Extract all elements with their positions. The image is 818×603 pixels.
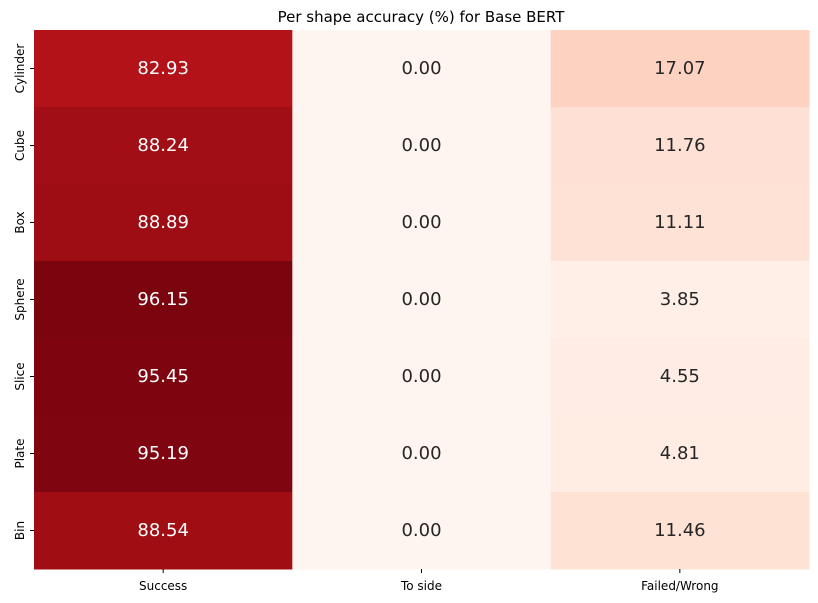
heatmap-cell-plate-1 [292, 415, 552, 493]
y-tick-label: Cube [13, 130, 27, 161]
cell-value-label: 88.89 [137, 212, 189, 233]
heatmap-cell-cube-1 [292, 107, 552, 185]
heatmap-cell-box-0 [34, 184, 293, 262]
cell-value-label: 82.93 [137, 58, 189, 79]
heatmap-cell-cylinder-0 [34, 30, 293, 108]
chart-title: Per shape accuracy (%) for Base BERT [278, 8, 566, 26]
cell-value-label: 0.00 [401, 443, 441, 464]
heatmap-cell-bin-1 [292, 492, 552, 570]
cell-value-label: 17.07 [654, 58, 706, 79]
cell-value-label: 0.00 [401, 520, 441, 541]
heatmap-cell-slice-1 [292, 338, 552, 416]
cell-value-label: 88.54 [137, 520, 189, 541]
x-axis: Success To side Failed/Wrong [139, 569, 719, 593]
x-tick-label: Success [139, 579, 187, 593]
y-tick-label: Cylinder [13, 44, 27, 94]
heatmap-cell-bin-2 [550, 492, 810, 570]
heatmap-cell-bin-0 [34, 492, 293, 570]
heatmap-cells [34, 30, 810, 570]
y-tick-label: Bin [13, 521, 27, 540]
x-tick-label: To side [400, 579, 442, 593]
cell-value-label: 3.85 [660, 289, 700, 310]
y-tick-label: Slice [13, 362, 27, 390]
cell-value-label: 0.00 [401, 58, 441, 79]
x-tick-label: Failed/Wrong [641, 579, 718, 593]
heatmap-cell-slice-0 [34, 338, 293, 416]
cell-value-label: 11.46 [654, 520, 706, 541]
cell-value-label: 0.00 [401, 135, 441, 156]
cell-value-label: 95.19 [137, 443, 189, 464]
heatmap-cell-box-1 [292, 184, 552, 262]
cell-value-label: 96.15 [137, 289, 189, 310]
heatmap-cell-box-2 [550, 184, 810, 262]
heatmap-cell-labels: 82.93 0.00 17.07 88.24 0.00 11.76 88.89 0.00 11.… [137, 58, 705, 541]
cell-value-label: 0.00 [401, 212, 441, 233]
heatmap-cell-sphere-2 [550, 261, 810, 339]
y-axis: Cylinder Cube Box Sphere Slice Plate Bin [13, 44, 34, 540]
cell-value-label: 11.11 [654, 212, 706, 233]
heatmap-cell-plate-0 [34, 415, 293, 493]
y-tick-label: Box [13, 211, 27, 233]
y-tick-label: Plate [13, 438, 27, 468]
cell-value-label: 4.55 [660, 366, 700, 387]
heatmap-cell-sphere-0 [34, 261, 293, 339]
cell-value-label: 95.45 [137, 366, 189, 387]
heatmap-cell-plate-2 [550, 415, 810, 493]
cell-value-label: 0.00 [401, 289, 441, 310]
heatmap-cell-slice-2 [550, 338, 810, 416]
heatmap-cell-sphere-1 [292, 261, 552, 339]
heatmap-cell-cylinder-2 [550, 30, 810, 108]
cell-value-label: 11.76 [654, 135, 706, 156]
y-tick-label: Sphere [13, 278, 27, 320]
cell-value-label: 0.00 [401, 366, 441, 387]
heatmap-cell-cube-0 [34, 107, 293, 185]
cell-value-label: 4.81 [660, 443, 700, 464]
cell-value-label: 88.24 [137, 135, 189, 156]
heatmap-cell-cylinder-1 [292, 30, 552, 108]
heatmap-cell-cube-2 [550, 107, 810, 185]
